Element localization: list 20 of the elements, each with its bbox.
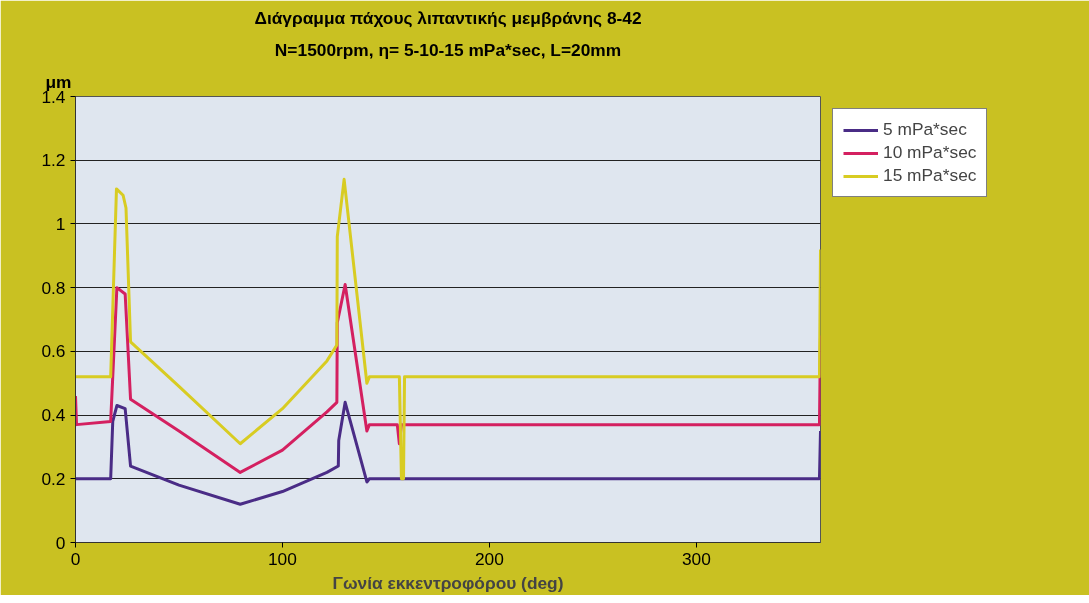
legend-label: 10 mPa*sec [883, 142, 977, 163]
y-tick-label: 0.2 [41, 468, 66, 489]
line-series [75, 177, 821, 481]
y-tick-label: 1 [55, 213, 66, 234]
chart-title: Διάγραμμα πάχους λιπαντικής μεμβράνης 8-42 [254, 7, 642, 28]
legend-label: 5 mPa*sec [883, 119, 967, 140]
x-tick-label: 300 [681, 548, 711, 569]
x-axis-title: Γωνία εκκεντροφόρου (deg) [332, 572, 564, 593]
y-tick-label: 1.2 [41, 150, 66, 171]
chart-subtitle: N=1500rpm, η= 5-10-15 mPa*sec, L=20mm [274, 39, 622, 60]
y-tick-label: 0 [55, 532, 66, 553]
line-series [75, 282, 821, 474]
y-tick-label: 0.4 [41, 405, 66, 426]
x-tick-label: 200 [474, 548, 504, 569]
y-tick-label: 0.8 [41, 277, 66, 298]
line-series [75, 400, 821, 506]
legend-label: 15 mPa*sec [883, 165, 977, 186]
y-tick-label: 0.6 [41, 341, 66, 362]
x-tick-label: 100 [267, 548, 297, 569]
x-tick-label: 0 [70, 548, 81, 569]
